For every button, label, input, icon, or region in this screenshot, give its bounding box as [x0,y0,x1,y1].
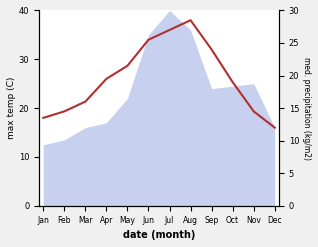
Y-axis label: med. precipitation (kg/m2): med. precipitation (kg/m2) [302,57,311,160]
X-axis label: date (month): date (month) [123,230,195,240]
Y-axis label: max temp (C): max temp (C) [7,77,16,139]
